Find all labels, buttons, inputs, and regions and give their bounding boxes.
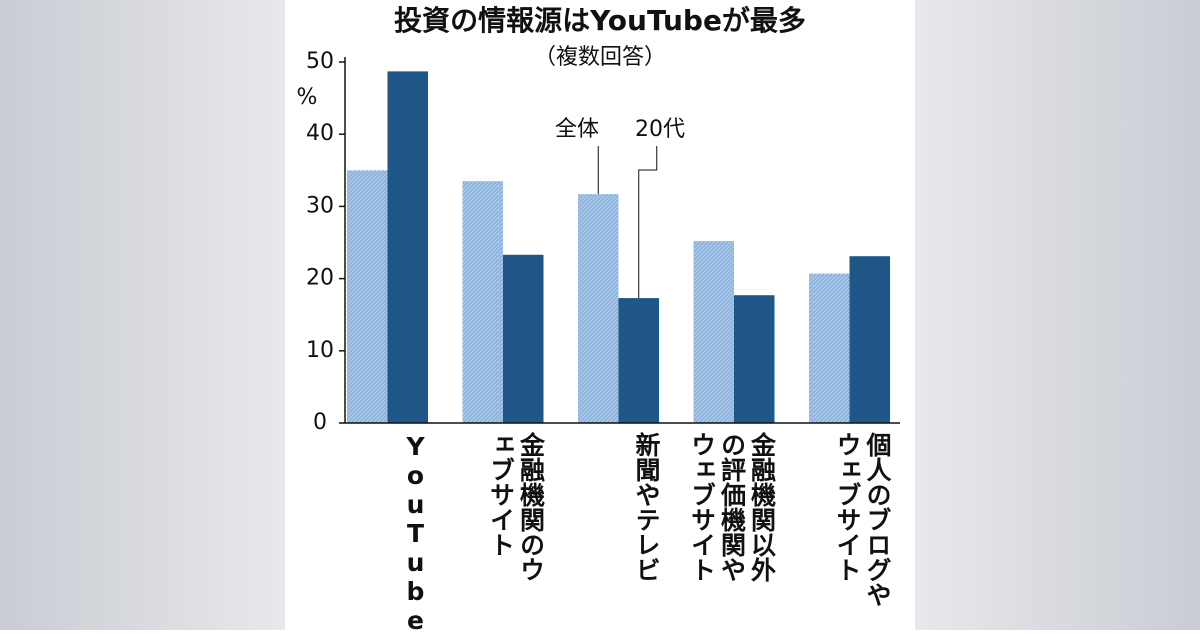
chart-title: 投資の情報源はYouTubeが最多 <box>394 4 806 37</box>
y-tick-label: 10 <box>306 338 334 363</box>
bar <box>462 181 503 423</box>
bar <box>618 298 659 423</box>
bar <box>849 256 890 423</box>
y-tick-label: 30 <box>306 193 334 218</box>
y-tick-label: 50 <box>306 49 334 74</box>
bar <box>578 194 619 423</box>
x-tick-label: 新聞やテレビ <box>632 432 661 582</box>
bar <box>347 170 388 423</box>
legend-label: 20代 <box>635 117 685 142</box>
x-tick-label: 金融機関以外の評価機関やウェブサイト <box>687 432 777 582</box>
bar <box>809 273 850 423</box>
x-tick-label: 金融機関のウェブサイト <box>486 432 546 582</box>
y-tick-label: 20 <box>306 266 334 291</box>
leader-line <box>638 146 658 299</box>
y-tick-label: 40 <box>306 121 334 146</box>
y-tick-label: 0 <box>313 410 327 435</box>
bar <box>734 295 775 423</box>
y-unit: % <box>297 85 318 110</box>
x-tick-label: 個人のブログやウェブサイト <box>833 432 892 607</box>
legend-label: 全体 <box>555 117 599 142</box>
bar <box>503 254 544 423</box>
x-tick-label: YouTube <box>401 432 430 635</box>
chart-subtitle: （複数回答） <box>534 45 666 70</box>
bar <box>387 71 428 424</box>
bar <box>693 241 734 423</box>
